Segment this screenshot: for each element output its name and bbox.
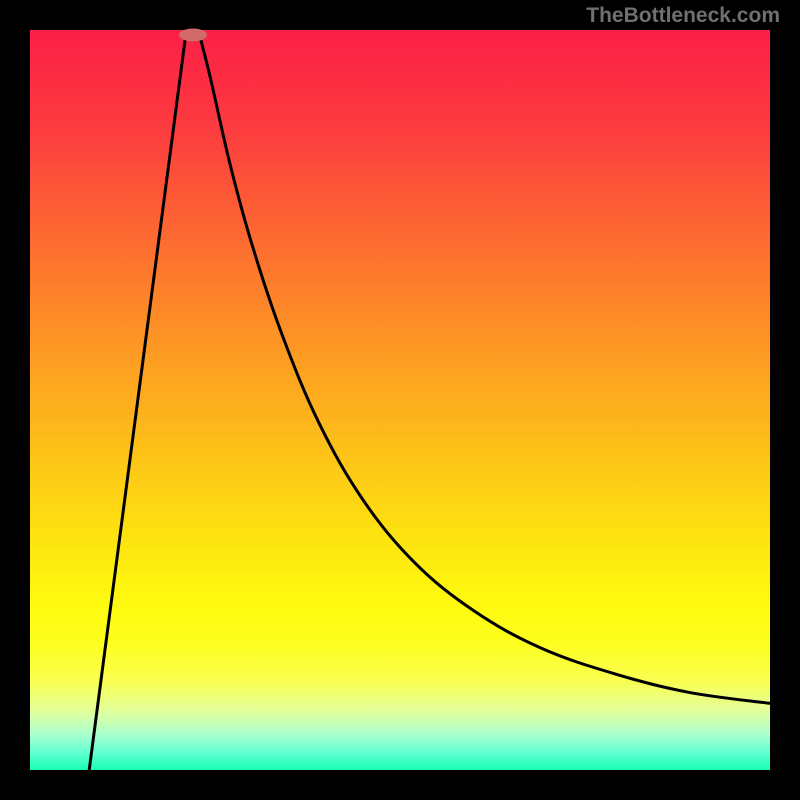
- watermark-text: TheBottleneck.com: [586, 4, 780, 28]
- chart-frame: TheBottleneck.com: [0, 0, 800, 800]
- bottleneck-curve: [30, 30, 770, 770]
- optimum-marker: [179, 29, 207, 42]
- plot-area: [30, 30, 770, 770]
